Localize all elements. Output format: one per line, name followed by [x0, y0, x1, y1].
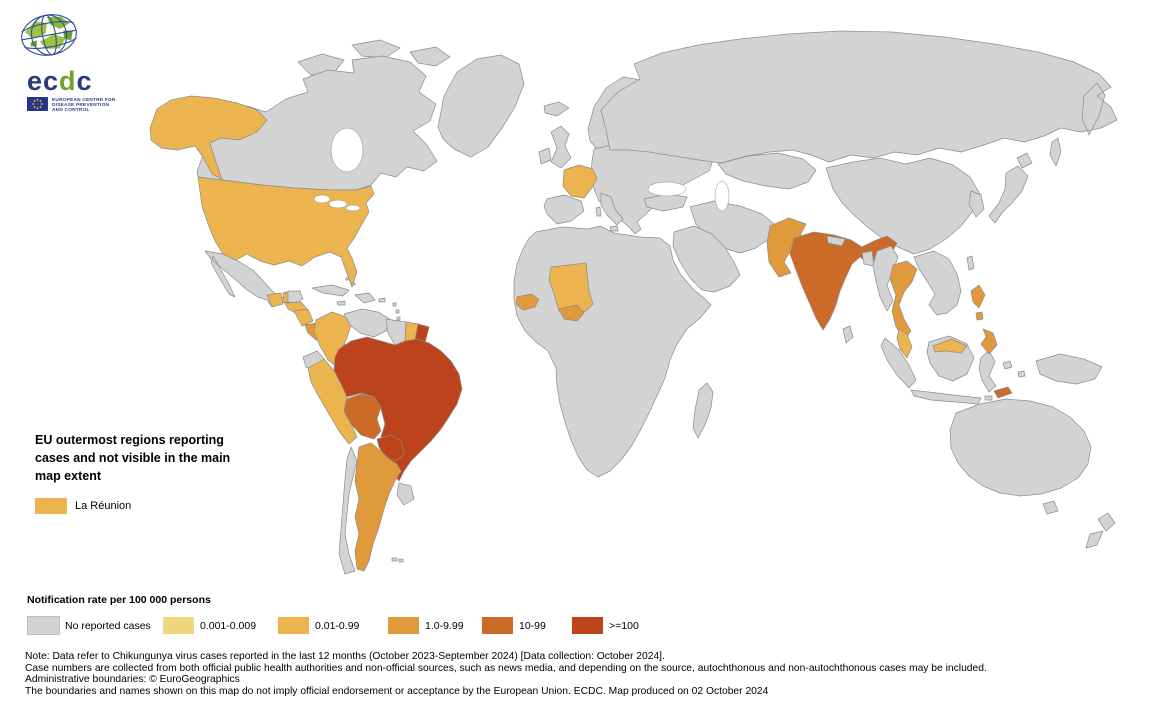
region-lesser-antilles: [392, 302, 401, 327]
region-sumatra: [880, 337, 917, 389]
logo-org-name: EUROPEAN CENTRE FOR DISEASE PREVENTION AND…: [52, 98, 116, 114]
region-hispaniola: [354, 292, 376, 304]
reunion-swatch: [35, 498, 67, 514]
region-philippines: [970, 284, 998, 355]
region-arabia: [672, 225, 741, 293]
region-france: [562, 164, 598, 199]
region-korea: [968, 190, 985, 218]
region-senegal: [515, 293, 540, 311]
region-venezuela: [343, 308, 391, 338]
region-indochina: [913, 250, 962, 316]
region-timor-leste: [993, 386, 1013, 399]
region-java: [910, 389, 982, 405]
region-malaysia-borneo: [932, 338, 968, 354]
region-japan: [988, 152, 1033, 224]
legend-label: >=100: [609, 619, 639, 632]
legend-item: No reported cases: [27, 616, 151, 635]
legend-title: Notification rate per 100 000 persons: [27, 594, 211, 606]
footer-note-line: Administrative boundaries: © EuroGeograp…: [25, 674, 240, 685]
reunion-label: La Réunion: [75, 500, 132, 512]
region-brazil: [333, 336, 463, 482]
region-italy: [595, 192, 624, 232]
legend-item: 1.0-9.99: [388, 617, 464, 634]
legend-swatch: [27, 616, 60, 635]
region-alaska: [149, 95, 268, 180]
lake: [647, 181, 687, 197]
legend-item: >=100: [572, 617, 639, 634]
region-cuba: [311, 284, 350, 297]
lake: [313, 194, 331, 204]
legend-swatch: [278, 617, 309, 634]
footer-note-line: The boundaries and names shown on this m…: [25, 685, 769, 697]
region-tasmania: [1042, 500, 1059, 515]
region-nepal: [826, 235, 846, 247]
lake: [328, 199, 348, 209]
region-jamaica: [336, 300, 346, 306]
footer-note-line: Case numbers are collected from both off…: [25, 662, 987, 674]
region-mexico: [204, 250, 304, 308]
region-burkina-faso: [558, 304, 585, 322]
region-canadian-arctic: [297, 39, 451, 98]
region-ireland: [538, 147, 552, 165]
region-bolivia: [343, 393, 382, 440]
region-uruguay: [396, 482, 415, 506]
eu-flag-icon: [27, 97, 48, 111]
region-new-zealand: [1085, 512, 1116, 549]
footer-note-line: Note: Data refer to Chikungunya virus ca…: [25, 651, 665, 662]
region-nicaragua: [293, 308, 314, 327]
outermost-note: EU outermost regions reporting cases and…: [35, 431, 265, 514]
lake: [714, 180, 730, 212]
region-bahamas: [345, 277, 356, 286]
ecdc-wordmark: ecdc: [27, 66, 93, 96]
region-indonesia-islands: [984, 360, 1026, 401]
legend-item: 0.001-0.009: [163, 617, 256, 634]
region-puerto-rico: [378, 297, 386, 303]
lake: [345, 204, 361, 212]
legend-label: No reported cases: [65, 619, 151, 632]
region-pakistan: [766, 217, 807, 278]
region-guatemala: [266, 292, 284, 308]
region-madagascar: [692, 382, 714, 439]
region-bangladesh: [861, 250, 875, 267]
region-argentina: [354, 442, 402, 572]
legend-item: 10-99: [482, 617, 546, 634]
region-new-guinea: [1035, 353, 1103, 385]
region-russia: [600, 30, 1118, 167]
legend-swatch: [388, 617, 419, 634]
region-iceland: [543, 101, 570, 117]
region-malay-peninsula: [896, 328, 913, 359]
region-uk: [550, 125, 572, 169]
legend-label: 10-99: [519, 619, 546, 632]
region-iberia: [543, 194, 585, 225]
region-sulawesi: [978, 349, 997, 393]
legend-items: No reported cases 0.001-0.009 0.01-0.99 1.0…: [0, 616, 700, 637]
region-greenland: [437, 54, 525, 158]
outermost-note-title: EU outermost regions reporting cases and…: [35, 433, 231, 483]
legend-label: 0.001-0.009: [200, 619, 257, 632]
region-central-asia: [717, 152, 817, 190]
ecdc-globe-icon: [18, 10, 80, 60]
lake: [330, 127, 364, 173]
legend-swatch: [482, 617, 513, 634]
region-peru: [307, 358, 358, 445]
legend-swatch: [572, 617, 603, 634]
legend-label: 1.0-9.99: [425, 619, 464, 632]
region-falkland-islands: [391, 557, 404, 563]
ecdc-logo: ecdc EUROPEAN CENTRE FOR DISEASE PREVENTI…: [18, 10, 130, 114]
legend-swatch: [163, 617, 194, 634]
region-thailand: [889, 260, 918, 340]
region-sri-lanka: [842, 325, 854, 344]
footer-notes: Note: Data refer to Chikungunya virus ca…: [25, 651, 1035, 697]
region-belize: [282, 292, 289, 303]
reunion-legend-row: La Réunion: [35, 498, 265, 514]
region-myanmar: [872, 245, 899, 312]
region-chile: [338, 446, 358, 575]
legend-label: 0.01-0.99: [315, 619, 360, 632]
region-china: [825, 157, 981, 255]
region-taiwan: [966, 255, 975, 271]
legend-item: 0.01-0.99: [278, 617, 359, 634]
region-australia: [949, 398, 1092, 497]
